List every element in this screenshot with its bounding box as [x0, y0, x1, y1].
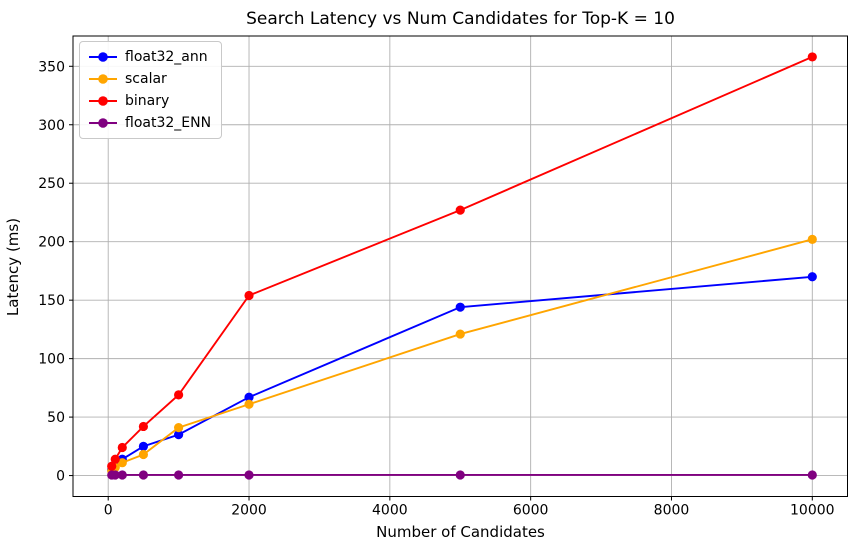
legend-marker-line-dot-icon [89, 118, 117, 128]
legend-marker-line-dot-icon [89, 74, 117, 84]
data-point-float32_ENN [110, 470, 120, 480]
x-tick-label: 4000 [372, 503, 408, 519]
data-point-float32_ann [455, 302, 465, 312]
y-axis-label: Latency (ms) [4, 217, 22, 317]
legend-item-scalar: scalar [88, 69, 211, 89]
series-line-scalar [111, 238, 813, 472]
y-tick-label: 0 [56, 469, 65, 485]
data-point-scalar [117, 458, 127, 468]
data-point-float32_ENN [807, 470, 817, 480]
data-point-binary [138, 421, 149, 432]
data-point-binary [455, 205, 465, 215]
legend-label: binary [125, 93, 170, 109]
legend-label: scalar [125, 71, 167, 87]
legend-marker-line-dot-icon [89, 52, 117, 62]
x-tick-label: 6000 [513, 503, 549, 519]
x-tick-label: 8000 [654, 503, 690, 519]
data-point-float32_ENN [244, 470, 254, 480]
x-axis-label: Number of Candidates [376, 523, 545, 541]
y-tick-label: 50 [47, 410, 65, 426]
legend-item-binary: binary [88, 91, 211, 111]
data-point-scalar [138, 449, 149, 460]
y-tick-label: 250 [38, 176, 65, 192]
legend-label: float32_ENN [125, 115, 212, 131]
chart-title: Search Latency vs Num Candidates for Top… [246, 9, 675, 29]
legend-marker-line-dot-icon [89, 96, 117, 106]
legend-item-float32-enn: float32_ENN [88, 113, 211, 133]
plot-border [72, 35, 848, 497]
y-tick-label: 300 [38, 118, 65, 134]
legend-item-float32-ann: float32_ann [88, 47, 211, 67]
x-tick-label: 10000 [790, 503, 835, 519]
y-tick-label: 150 [38, 293, 65, 309]
data-point-float32_ENN [138, 470, 149, 480]
y-tick-label: 200 [38, 235, 65, 251]
data-point-binary [244, 290, 254, 301]
data-point-float32_ENN [455, 470, 465, 480]
y-tick-label: 100 [38, 352, 65, 368]
x-tick-label: 0 [104, 503, 113, 519]
data-point-scalar [174, 423, 184, 433]
data-point-scalar [455, 329, 465, 339]
data-point-float32_ann [138, 441, 149, 451]
data-point-binary [110, 454, 120, 464]
data-point-float32_ann [807, 272, 817, 282]
data-point-float32_ann [244, 392, 254, 402]
data-point-binary [117, 442, 127, 453]
x-tick-label: 2000 [231, 503, 267, 519]
legend-label: float32_ann [125, 49, 208, 65]
data-point-binary [807, 52, 817, 62]
data-point-float32_ENN [174, 470, 184, 480]
data-point-scalar [807, 234, 817, 244]
y-tick-label: 350 [38, 59, 65, 75]
data-point-binary [174, 390, 184, 400]
data-point-binary [107, 461, 117, 471]
data-point-float32_ENN [117, 470, 127, 480]
data-point-scalar [244, 399, 254, 409]
data-point-float32_ann [174, 430, 184, 440]
legend: float32_ann scalar binary float32_ENN [79, 41, 223, 139]
